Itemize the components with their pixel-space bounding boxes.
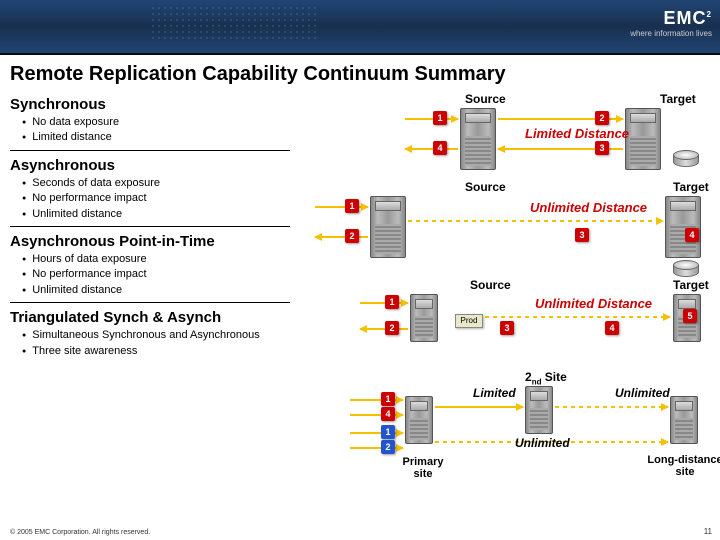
arrow [408,220,663,222]
bullet: Hours of data exposure [22,252,290,267]
bullet: Unlimited distance [22,207,290,222]
bullet: No performance impact [22,191,290,206]
bullet: No data exposure [22,115,290,130]
num-badge: 4 [685,228,699,242]
arrow [315,206,368,208]
brand-logo: EMC2 where information lives [630,8,712,38]
server-icon [410,294,438,342]
arrow [350,399,403,401]
label-target: Target [660,92,696,106]
label-source: Source [465,180,506,194]
arrow [405,118,458,120]
label-source: Source [465,92,506,106]
prod-box: Prod [455,314,483,328]
server-icon [525,386,553,434]
num-badge: 4 [605,321,619,335]
brand-name: EMC2 [630,8,712,29]
num-badge: 2 [385,321,399,335]
num-badge: 4 [381,407,395,421]
num-badge: 1 [381,425,395,439]
bullets-pit: Hours of data exposure No performance im… [22,252,290,298]
bullet: Limited distance [22,130,290,145]
num-badge: 2 [381,440,395,454]
label-distance: Unlimited Distance [530,200,647,215]
num-badge: 2 [595,111,609,125]
server-icon [670,396,698,444]
disk-icon [673,150,699,168]
footer-copyright: © 2005 EMC Corporation. All rights reser… [10,529,150,536]
bullet: Unlimited distance [22,283,290,298]
section-heading-async: Asynchronous [10,157,290,174]
label-second-site: 2nd Site [525,370,567,386]
divider [10,302,290,303]
label-unlimited: Unlimited [615,386,670,400]
page-title: Remote Replication Capability Continuum … [0,55,720,90]
section-heading-pit: Asynchronous Point-in-Time [10,233,290,250]
content-area: Synchronous No data exposure Limited dis… [0,96,720,359]
section-heading-tri: Triangulated Synch & Asynch [10,309,290,326]
num-badge: 3 [595,141,609,155]
diagram-area: Source Target 1 2 3 4 Limited Distance S… [285,96,710,536]
arrow [555,406,668,408]
divider [10,226,290,227]
num-badge: 5 [683,309,697,323]
label-target: Target [673,278,709,292]
label-distance: Limited Distance [525,126,629,141]
page-number: 11 [704,527,712,536]
bullet: No performance impact [22,267,290,282]
num-badge: 1 [381,392,395,406]
arrow [360,302,408,304]
header-band: EMC2 where information lives [0,0,720,55]
bullet: Three site awareness [22,344,290,359]
header-bg [0,0,720,55]
arrow [360,328,408,330]
arrow [350,414,403,416]
num-badge: 3 [575,228,589,242]
num-badge: 1 [345,199,359,213]
arrow [350,432,403,434]
label-long-distance: Long-distance site [645,454,720,478]
bullet: Simultaneous Synchronous and Asynchronou… [22,328,290,343]
server-icon [460,108,496,170]
label-distance: Unlimited Distance [535,296,652,311]
server-icon [625,108,661,170]
section-heading-sync: Synchronous [10,96,290,113]
arrow [435,406,523,408]
arrow [405,148,458,150]
arrow [315,236,368,238]
label-source: Source [470,278,511,292]
bullets-tri: Simultaneous Synchronous and Asynchronou… [22,328,290,359]
arrow [485,316,670,318]
bullet: Seconds of data exposure [22,176,290,191]
label-target: Target [673,180,709,194]
left-column: Synchronous No data exposure Limited dis… [10,96,290,359]
server-icon [370,196,406,258]
num-badge: 2 [345,229,359,243]
disk-icon [673,260,699,278]
bullets-async: Seconds of data exposure No performance … [22,176,290,222]
server-icon [405,396,433,444]
header-dots [150,5,320,43]
arrow [350,447,403,449]
bullets-sync: No data exposure Limited distance [22,115,290,146]
label-limited: Limited [473,386,516,400]
label-unlimited: Unlimited [515,436,570,450]
divider [10,150,290,151]
server-icon [665,196,701,258]
num-badge: 4 [433,141,447,155]
num-badge: 1 [385,295,399,309]
num-badge: 1 [433,111,447,125]
brand-tagline: where information lives [630,29,712,38]
num-badge: 3 [500,321,514,335]
label-primary: Primary site [393,456,453,480]
